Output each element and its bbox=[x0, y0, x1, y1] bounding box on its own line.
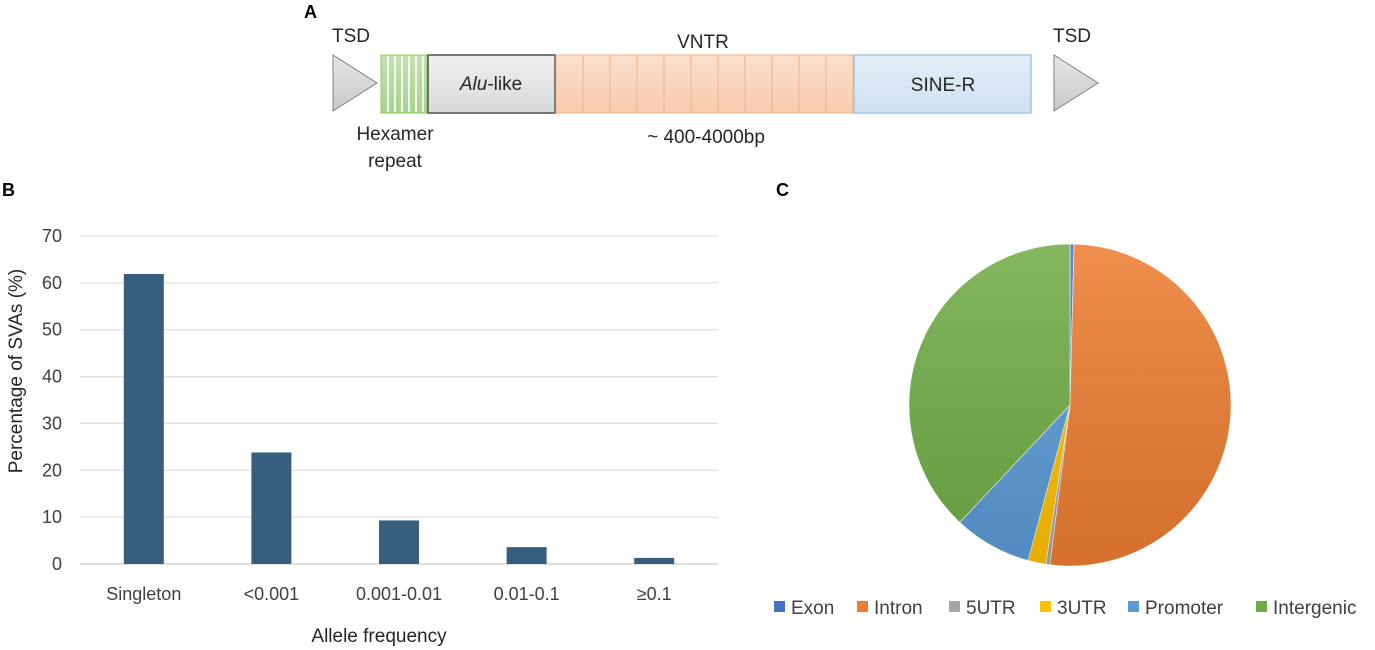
tsd-left-arrow bbox=[332, 54, 378, 112]
legend-swatch bbox=[949, 601, 960, 612]
y-tick-label: 50 bbox=[42, 320, 62, 340]
tsd-right-label: TSD bbox=[1053, 26, 1091, 47]
hexamer-label-line2: repeat bbox=[368, 151, 423, 172]
legend-label: Intergenic bbox=[1273, 598, 1356, 619]
legend-swatch bbox=[1040, 601, 1051, 612]
size-range-label: ~ 400-4000bp bbox=[647, 127, 765, 148]
x-tick-label: 0.001-0.01 bbox=[356, 584, 442, 604]
tsd-right-arrow bbox=[1053, 54, 1099, 112]
legend-swatch bbox=[1256, 601, 1267, 612]
panel-c: C Exon Intron 5UTR 3UTR Promoter Intergenic bbox=[774, 180, 1356, 619]
legend-item-intergenic: Intergenic bbox=[1256, 598, 1356, 619]
panel-b-letter: B bbox=[2, 180, 15, 200]
alu-like-block: Alu-like bbox=[427, 54, 556, 114]
x-tick-label: Singleton bbox=[106, 584, 181, 604]
bar bbox=[251, 452, 292, 564]
bar-x-tick-labels: Singleton <0.001 0.001-0.01 0.01-0.1 ≥0.1 bbox=[106, 584, 671, 604]
legend-label: 5UTR bbox=[966, 598, 1016, 619]
x-tick-label: ≥0.1 bbox=[637, 584, 672, 604]
legend-label: 3UTR bbox=[1057, 598, 1107, 619]
y-tick-label: 0 bbox=[52, 554, 62, 574]
x-tick-label: 0.01-0.1 bbox=[494, 584, 560, 604]
panel-b: B 0 10 20 30 40 50 60 70 Singleton <0.001 0.001-0… bbox=[2, 180, 718, 647]
alu-suffix-label: -like bbox=[487, 74, 522, 95]
panel-a: A TSD TSD VNTR Alu-like bbox=[304, 2, 1099, 172]
bar bbox=[634, 557, 675, 564]
pie-shading bbox=[909, 244, 1231, 566]
bar-series bbox=[123, 273, 675, 564]
pie-legend: Exon Intron 5UTR 3UTR Promoter Intergenic bbox=[774, 598, 1356, 619]
x-axis-label: Allele frequency bbox=[311, 626, 447, 647]
sine-r-block: SINE-R bbox=[853, 54, 1032, 114]
y-tick-label: 60 bbox=[42, 273, 62, 293]
legend-swatch bbox=[774, 601, 785, 612]
bar bbox=[123, 273, 164, 564]
legend-item-5utr: 5UTR bbox=[949, 598, 1016, 619]
bar bbox=[506, 547, 547, 564]
vntr-block bbox=[555, 54, 854, 114]
alu-like-label: Alu-like bbox=[459, 74, 522, 95]
y-tick-label: 40 bbox=[42, 367, 62, 387]
bar-gridlines bbox=[80, 235, 718, 565]
hexamer-repeat-block bbox=[380, 54, 428, 114]
legend-item-3utr: 3UTR bbox=[1040, 598, 1107, 619]
alu-italic-label: Alu bbox=[459, 74, 488, 95]
y-axis-label: Percentage of SVAs (%) bbox=[6, 269, 27, 474]
legend-label: Exon bbox=[791, 598, 834, 619]
bar-y-tick-labels: 0 10 20 30 40 50 60 70 bbox=[42, 226, 62, 574]
legend-item-promoter: Promoter bbox=[1128, 598, 1224, 619]
legend-label: Promoter bbox=[1145, 598, 1224, 619]
y-tick-label: 30 bbox=[42, 413, 62, 433]
hexamer-label-line1: Hexamer bbox=[356, 124, 434, 145]
legend-item-exon: Exon bbox=[774, 598, 834, 619]
tsd-left-label: TSD bbox=[332, 26, 370, 47]
panel-a-letter: A bbox=[304, 2, 317, 22]
y-tick-label: 20 bbox=[42, 460, 62, 480]
sine-r-label: SINE-R bbox=[911, 75, 975, 96]
y-tick-label: 10 bbox=[42, 507, 62, 527]
panel-c-letter: C bbox=[776, 180, 789, 200]
legend-swatch bbox=[1128, 601, 1139, 612]
pie-chart bbox=[908, 243, 1232, 567]
x-tick-label: <0.001 bbox=[244, 584, 300, 604]
bar bbox=[379, 520, 419, 564]
y-tick-label: 70 bbox=[42, 226, 62, 246]
legend-swatch bbox=[857, 601, 868, 612]
legend-item-intron: Intron bbox=[857, 598, 923, 619]
vntr-label: VNTR bbox=[677, 32, 729, 53]
legend-label: Intron bbox=[874, 598, 923, 619]
